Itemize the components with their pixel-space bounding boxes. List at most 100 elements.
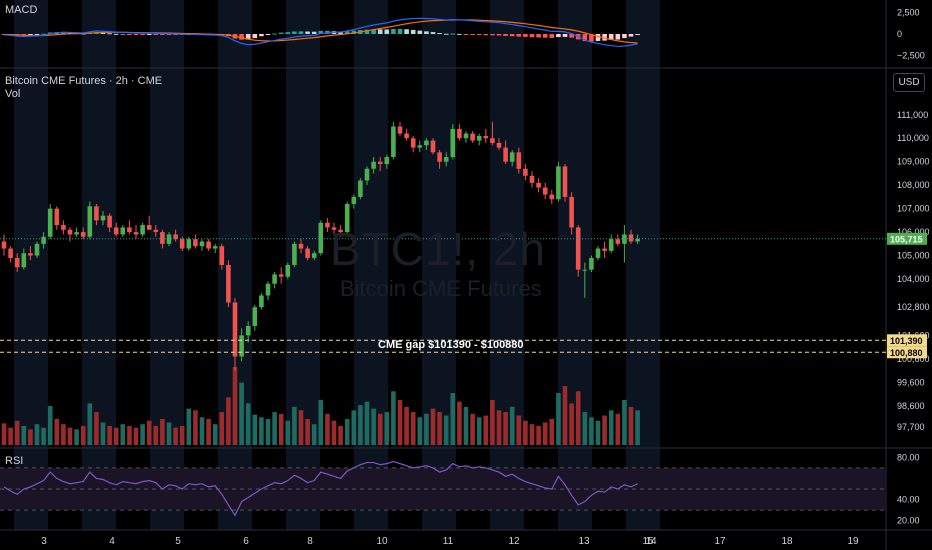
volume-label: Vol [5,88,21,100]
volume-bar [318,399,324,445]
time-axis-tick: 17 [714,536,726,547]
last-price-tag: 105,715 [890,234,923,244]
volume-bar [476,417,482,445]
macd-histogram-bar [443,33,449,35]
macd-histogram-bar [476,34,482,36]
volume-bar [529,424,535,445]
macd-histogram-bar [556,34,561,38]
volume-bar [437,412,442,445]
volume-bar [179,425,185,445]
time-axis-tick: 5 [175,536,181,547]
macd-histogram-bar [457,33,462,35]
candle-body [74,232,79,235]
macd-axis-tick: 0 [897,29,902,39]
candle-body [179,239,185,249]
time-axis-tick: 4 [109,536,115,547]
last-price-tag-bg [887,232,927,245]
volume-bar [28,429,33,445]
macd-histogram-bar [635,34,640,35]
candle-body [186,239,192,249]
volume-bar [509,406,515,445]
macd-histogram-bar [391,28,396,34]
volume-bar [120,424,126,445]
macd-histogram-bar [562,34,568,37]
macd-histogram-bar [410,29,416,34]
volume-bar [41,427,46,445]
candle-body [61,225,66,230]
price-axis-tick: 109,000 [897,157,930,167]
volume-bar [589,417,594,445]
volume-bar [34,424,40,445]
macd-histogram-bar [311,31,317,34]
session-band [218,0,252,530]
volume-bar [575,391,581,445]
candle-body [14,257,20,268]
time-axis-tick: 15 [642,536,654,547]
volume-bar [232,367,238,445]
price-axis-tick: 107,000 [897,204,930,214]
macd-histogram-bar [140,34,145,35]
candle-body [410,138,416,148]
candle-body [1,241,7,249]
candle-body [470,133,475,141]
volume-bar [94,412,99,445]
macd-histogram-bar [153,34,159,35]
candle-body [278,274,284,277]
volume-bar [364,401,370,445]
volume-bar [239,382,244,445]
volume-bar [569,403,574,445]
macd-histogram-bar [344,31,350,34]
time-axis-tick: 12 [508,536,520,547]
candle-body [311,253,317,258]
volume-bar [542,422,548,445]
macd-histogram-bar [285,32,291,34]
candle-body [173,234,178,240]
macd-histogram-bar [470,34,475,35]
volume-bar [351,410,357,445]
candle-body [562,166,568,197]
volume-bar [305,419,310,445]
candle-body [424,140,429,146]
candle-body [344,203,350,233]
candle-body [232,302,238,357]
macd-histogram-bar [28,34,33,35]
macd-histogram-bar [608,34,614,40]
macd-line [3,17,638,48]
volume-bar [635,410,640,445]
volume-bar [457,401,462,445]
volume-bar [424,413,429,445]
candle-body [331,227,337,230]
volume-bar [292,406,297,445]
candle-body [245,325,251,336]
candle-body [34,243,40,256]
macd-histogram-bar [245,34,251,40]
macd-histogram-bar [503,34,508,36]
cme-gap-annotation: CME gap $101390 - $100880 [378,339,524,352]
candle-body [140,225,145,235]
rsi-line [3,460,638,517]
macd-histogram-bar [496,34,502,36]
volume-bar [67,427,73,445]
volume-bar [463,406,469,445]
candle-body [113,227,119,235]
volume-bar [146,420,152,445]
volume-bar [410,412,416,445]
volume-bar [252,414,258,445]
volume-bar [212,424,218,445]
candle-body [252,307,258,326]
currency-button[interactable]: USD [893,73,925,92]
macd-histogram-bar [120,34,126,35]
volume-bar [331,420,337,445]
macd-axis-tick: −2,500 [897,50,925,60]
rsi-axis-tick: 40.00 [897,495,920,505]
session-band [558,0,592,530]
candle-body [8,248,13,258]
candle-body [146,225,152,230]
candle-body [21,253,27,268]
macd-histogram-bar [265,34,271,35]
candle-body [41,236,46,244]
candle-body [298,243,304,249]
candle-body [305,248,310,258]
time-axis-tick: 3 [41,536,47,547]
